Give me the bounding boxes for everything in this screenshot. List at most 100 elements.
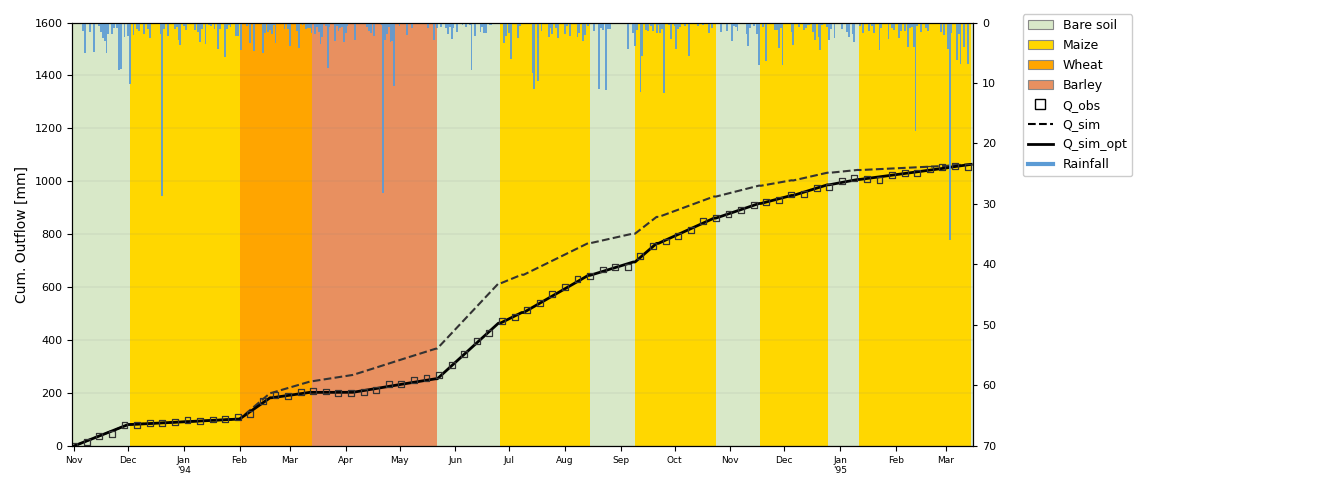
Bar	[162, 23, 163, 196]
Bar	[235, 23, 236, 36]
Q_sim_opt	[801, 188, 817, 194]
Bar	[259, 23, 260, 24]
Bar	[314, 23, 316, 34]
Bar	[852, 23, 853, 34]
Q_obs	[152, 419, 174, 427]
Bar	[842, 23, 845, 24]
Q_obs	[290, 388, 311, 395]
Q_sim	[941, 163, 957, 169]
Bar	[566, 23, 567, 26]
Q_obs	[517, 306, 538, 314]
Bar	[748, 23, 749, 47]
Bar	[394, 23, 395, 86]
Bar	[441, 23, 442, 27]
Bar	[105, 23, 107, 53]
Bar	[519, 23, 521, 26]
Q_obs	[655, 238, 677, 245]
Q_obs	[366, 386, 387, 393]
Bar	[302, 23, 303, 25]
Q_obs	[744, 201, 765, 209]
Bar	[283, 23, 286, 29]
Bar	[303, 23, 306, 24]
Bar	[547, 23, 550, 37]
Bar	[202, 23, 203, 29]
Bar	[107, 23, 109, 34]
Bar	[910, 23, 913, 26]
Bar	[749, 23, 752, 27]
Bar	[778, 23, 780, 48]
Bar	[490, 23, 493, 25]
Q_obs	[591, 266, 613, 273]
Bar	[920, 23, 921, 32]
Q_obs	[441, 361, 462, 369]
Bar	[127, 23, 129, 36]
Bar	[555, 23, 557, 28]
Bar	[639, 23, 641, 92]
Q_obs	[756, 198, 777, 206]
Q_obs	[76, 438, 97, 445]
Bar	[160, 23, 162, 34]
Bar	[809, 23, 810, 25]
Bar	[898, 23, 900, 39]
Bar	[517, 23, 519, 38]
Bar	[814, 23, 816, 40]
Bar	[734, 23, 737, 27]
Bar	[184, 23, 187, 30]
Bar	[318, 23, 319, 32]
Q_sim_opt	[493, 320, 509, 326]
Q_obs	[415, 374, 437, 382]
Bar	[386, 23, 388, 34]
Q_obs	[164, 418, 186, 426]
Bar	[427, 23, 430, 28]
Q_obs	[529, 299, 550, 307]
Bar	[198, 23, 199, 32]
Bar	[968, 23, 971, 24]
Bar	[89, 23, 91, 32]
Q_obs	[781, 191, 802, 198]
Q_sim	[498, 278, 514, 284]
Q_obs	[454, 350, 475, 358]
Bar	[762, 23, 764, 27]
Q_sim_opt	[551, 289, 567, 295]
Bar	[603, 23, 605, 24]
Bar	[893, 23, 894, 30]
Q_obs	[730, 206, 752, 214]
Bar	[733, 23, 734, 26]
Bar	[846, 23, 848, 32]
Bar	[462, 23, 463, 25]
Bar	[374, 23, 375, 36]
Q_obs	[906, 170, 928, 177]
Bar	[833, 23, 836, 38]
Bar	[602, 23, 603, 30]
Bar	[557, 23, 558, 38]
Bar	[438, 23, 501, 446]
Bar	[848, 23, 850, 37]
Bar	[913, 23, 914, 47]
Bar	[218, 23, 219, 49]
Q_sim_opt	[498, 318, 514, 323]
Bar	[120, 23, 121, 69]
Bar	[607, 23, 609, 29]
Bar	[136, 23, 138, 29]
Q_obs	[617, 263, 638, 271]
Bar	[888, 23, 889, 39]
Bar	[451, 23, 453, 39]
Bar	[138, 23, 140, 31]
Q_obs	[252, 397, 274, 405]
Bar	[523, 23, 525, 24]
Bar	[830, 23, 832, 29]
Bar	[236, 23, 239, 36]
Bar	[868, 23, 869, 31]
Bar	[537, 23, 539, 81]
Bar	[599, 23, 602, 28]
Bar	[821, 23, 822, 24]
Bar	[712, 23, 713, 28]
Bar	[306, 23, 307, 28]
Bar	[804, 23, 805, 30]
Q_obs	[202, 416, 223, 423]
Bar	[862, 23, 864, 33]
Bar	[892, 23, 893, 27]
Bar	[605, 23, 607, 90]
Bar	[598, 23, 599, 89]
Bar	[271, 23, 272, 34]
